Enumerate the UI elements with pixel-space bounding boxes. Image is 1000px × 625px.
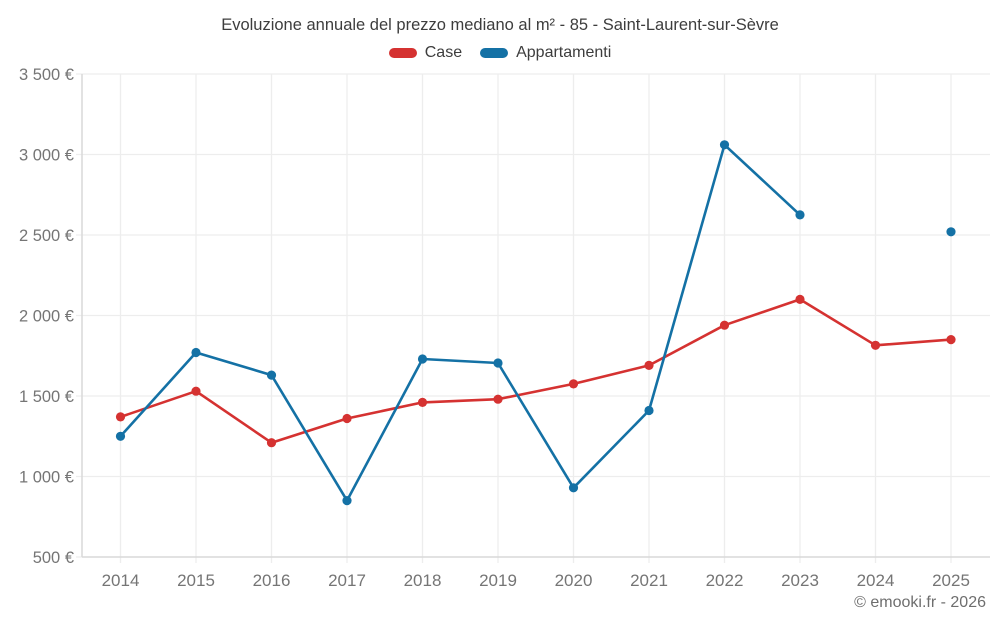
appartamenti-legend-swatch-icon: [480, 48, 509, 58]
x-tick-label: 2015: [177, 571, 215, 590]
y-tick-label: 3 000 €: [19, 147, 74, 165]
appartamenti-point-2017[interactable]: [342, 496, 352, 506]
x-tick-label: 2024: [857, 571, 895, 590]
legend: Case Appartamenti: [0, 44, 1000, 62]
x-tick-label: 2016: [253, 571, 291, 590]
case-legend-swatch-icon: [388, 48, 417, 58]
appartamenti-point-2023[interactable]: [795, 210, 805, 220]
appartamenti-point-2025[interactable]: [946, 227, 956, 237]
legend-label-appartamenti: Appartamenti: [516, 44, 612, 61]
y-tick-label: 2 500 €: [19, 227, 74, 245]
appartamenti-point-2015[interactable]: [191, 347, 201, 358]
y-tick-label: 1 500 €: [19, 388, 74, 406]
x-tick-label: 2019: [479, 571, 517, 590]
case-point-2021[interactable]: [644, 360, 654, 370]
chart-title: Evoluzione annuale del prezzo mediano al…: [221, 16, 779, 34]
appartamenti-line: [121, 145, 952, 501]
y-tick-label: 1 000 €: [19, 469, 74, 487]
case-point-2019[interactable]: [493, 394, 503, 404]
legend-item-appartamenti[interactable]: Appartamenti: [480, 44, 611, 62]
case-point-2022[interactable]: [719, 320, 730, 330]
appartamenti-point-2020[interactable]: [568, 483, 579, 493]
legend-label-case: Case: [424, 44, 463, 61]
appartamenti-point-2018[interactable]: [417, 354, 428, 364]
case-point-2023[interactable]: [795, 294, 805, 304]
x-tick-label: 2022: [706, 571, 744, 590]
case-point-2020[interactable]: [568, 379, 579, 389]
chart-footer-credit: © emooki.fr - 2026: [854, 594, 986, 611]
legend-item-case[interactable]: Case: [388, 44, 463, 62]
x-tick-label: 2014: [102, 571, 140, 590]
x-tick-label: 2025: [932, 571, 970, 590]
y-tick-label: 3 500 €: [19, 66, 74, 84]
y-tick-label: 500 €: [33, 549, 74, 567]
y-tick-label: 2 000 €: [19, 308, 74, 326]
case-point-2017[interactable]: [342, 413, 352, 424]
case-point-2018[interactable]: [417, 397, 428, 407]
case-line: [119, 298, 953, 444]
appartamenti-point-2016[interactable]: [266, 370, 277, 380]
appartamenti-point-2014[interactable]: [115, 431, 126, 441]
x-tick-label: 2023: [781, 571, 819, 590]
case-point-2015[interactable]: [191, 386, 201, 396]
case-point-2014[interactable]: [115, 412, 126, 422]
x-tick-label: 2020: [555, 571, 593, 590]
x-tick-label: 2021: [630, 571, 668, 590]
x-tick-label: 2018: [404, 571, 442, 590]
case-point-2024[interactable]: [870, 340, 881, 350]
x-tick-label: 2017: [328, 571, 366, 590]
appartamenti-point-2021[interactable]: [644, 405, 654, 416]
case-point-2025[interactable]: [946, 335, 956, 345]
case-point-2016[interactable]: [266, 438, 277, 448]
appartamenti-point-2022[interactable]: [719, 140, 730, 150]
appartamenti-point-2019[interactable]: [493, 358, 503, 368]
